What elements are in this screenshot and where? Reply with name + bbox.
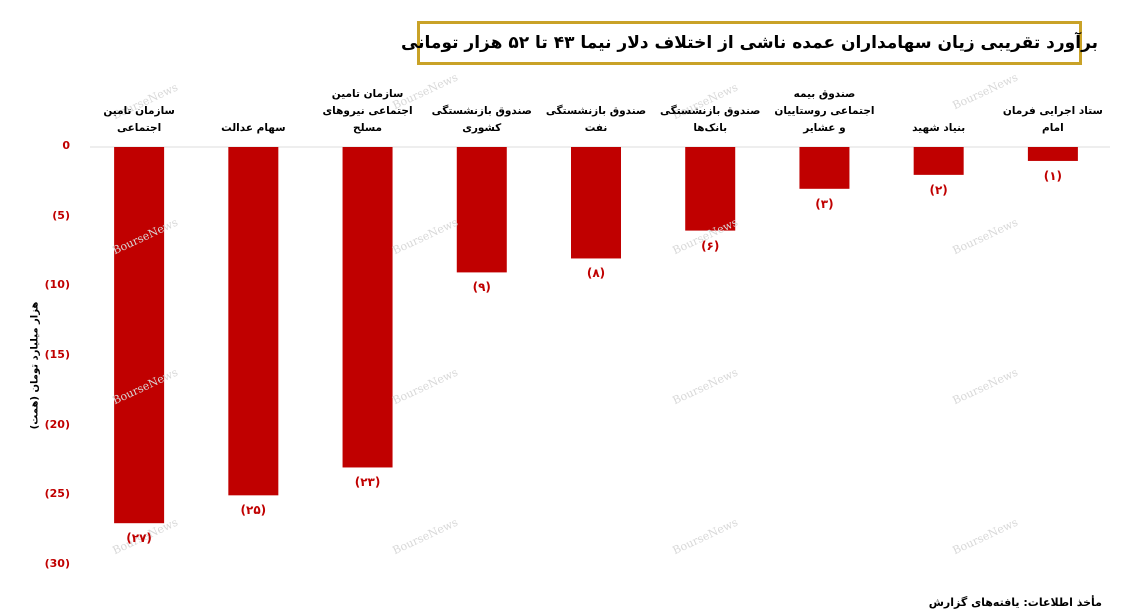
y-tick-label: (5)	[52, 208, 70, 222]
bar	[1027, 147, 1078, 161]
x-tick-label: ستاد اجرایی فرمان امام	[1002, 105, 1103, 134]
value-label: (۶)	[701, 238, 720, 253]
y-tick-label: (25)	[44, 487, 70, 501]
x-tick-label: صندوق بیمه اجتماعی روستاییان و عشایر	[774, 88, 875, 134]
x-tick-label: صندوق بازنشستگی کشوری	[431, 105, 532, 134]
bar	[228, 147, 279, 496]
bar	[685, 147, 736, 231]
x-tick-label: سهام عدالت	[221, 122, 286, 134]
bar	[456, 147, 507, 273]
value-label: (۲۵)	[240, 503, 267, 518]
y-tick-label: (15)	[44, 348, 70, 361]
x-tick-label: بنیاد شهید	[912, 122, 966, 134]
bar	[342, 147, 393, 468]
value-label: (۳)	[815, 196, 834, 211]
value-label: (۲)	[929, 182, 948, 197]
x-tick-label: سازمان تامین اجتماعی	[103, 105, 175, 134]
value-label: (۸)	[586, 266, 606, 281]
source: مأخذ اطلاعات: یافته‌های گزارش	[928, 596, 1102, 609]
y-tick-label: (30)	[44, 557, 70, 570]
x-tick-label: صندوق بازنشستگی نفت	[545, 105, 647, 134]
x-tick-label: سازمان تامین اجتماعی نیروهای مسلح	[322, 88, 413, 134]
bar	[571, 147, 621, 259]
value-label: (۱)	[1043, 168, 1063, 183]
chart-title: برآورد تقریبی زیان سهامداران عمده ناشی ا…	[401, 21, 1098, 65]
y-tick-label: (10)	[44, 278, 70, 292]
value-label: (۲۳)	[354, 475, 381, 490]
y-tick-label: 0	[62, 139, 70, 152]
x-tick-label: صندوق بازنشستگی بانک‌ها	[660, 105, 761, 134]
value-label: (۲۷)	[126, 531, 152, 546]
bar	[114, 147, 165, 524]
y-tick-label: (20)	[44, 417, 70, 431]
bar	[799, 147, 850, 189]
value-label: (۹)	[472, 280, 491, 295]
bar	[913, 147, 964, 175]
